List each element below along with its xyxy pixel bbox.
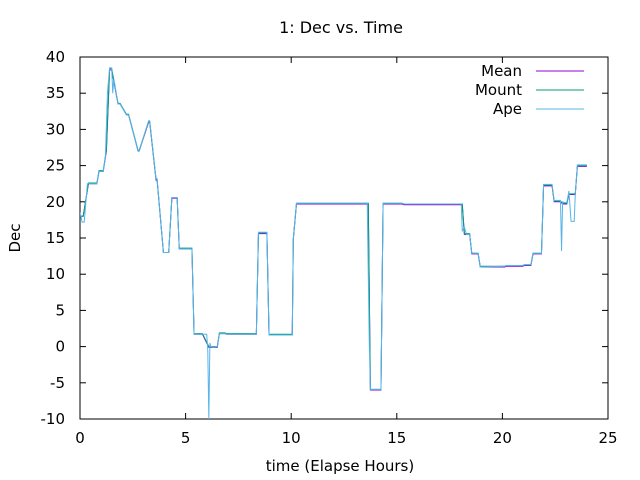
- y-tick-label: 35: [46, 84, 65, 102]
- y-tick-label: 0: [55, 338, 65, 356]
- y-tick-label: 10: [46, 265, 65, 283]
- y-tick-label: 25: [46, 157, 65, 175]
- series-line-mean: [80, 69, 587, 391]
- x-tick-label: 15: [387, 429, 406, 447]
- x-tick-label: 5: [181, 429, 191, 447]
- legend-label-mount: Mount: [475, 81, 522, 99]
- x-tick-label: 10: [282, 429, 301, 447]
- y-tick-label: -10: [41, 410, 66, 428]
- legend-label-ape: Ape: [493, 100, 522, 118]
- x-tick-label: 0: [75, 429, 85, 447]
- y-tick-label: -5: [50, 374, 65, 392]
- y-axis-label: Dec: [6, 223, 24, 252]
- series-line-ape: [80, 67, 587, 419]
- y-tick-label: 5: [55, 301, 65, 319]
- axis-ticks: 0 5 10 15 20 25 -10 -5 0 5 10 15 20 25 30 35 40: [41, 48, 618, 447]
- y-tick-label: 15: [46, 229, 65, 247]
- series-group: [80, 67, 587, 419]
- chart-title: 1: Dec vs. Time: [279, 18, 403, 37]
- legend-label-mean: Mean: [481, 62, 522, 80]
- plot-area: [79, 56, 609, 420]
- y-tick-label: 20: [46, 193, 65, 211]
- y-tick-label: 30: [46, 120, 65, 138]
- y-tick-label: 40: [46, 48, 65, 66]
- x-axis-label: time (Elapse Hours): [266, 457, 414, 475]
- plot-frame: [79, 56, 609, 420]
- x-tick-label: 25: [598, 429, 617, 447]
- x-tick-label: 20: [493, 429, 512, 447]
